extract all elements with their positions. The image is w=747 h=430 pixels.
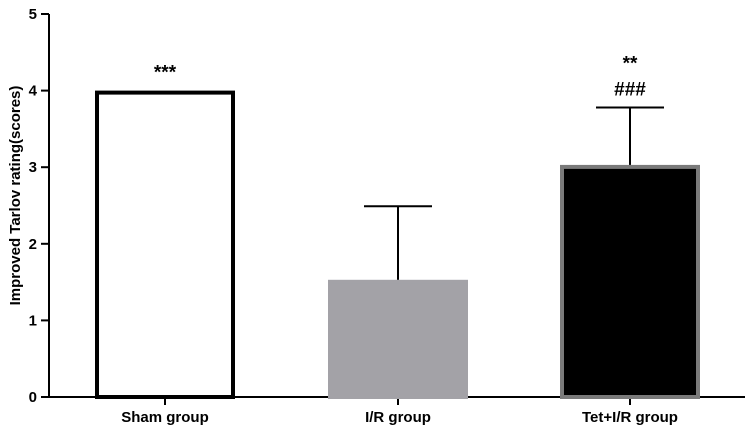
bar xyxy=(560,164,700,399)
y-tick-label: 5 xyxy=(29,6,37,23)
significance-marker: *** xyxy=(154,63,177,84)
bar xyxy=(95,90,235,399)
y-tick-label: 1 xyxy=(29,312,37,329)
significance-marker: ** xyxy=(623,53,638,74)
x-tick-label: I/R group xyxy=(365,409,431,426)
annotations: *** **### xyxy=(154,53,646,100)
y-tick-label: 3 xyxy=(29,159,37,176)
x-tick-label: Sham group xyxy=(121,409,209,426)
x-tick-label: Tet+I/R group xyxy=(582,409,678,426)
y-tick-label: 4 xyxy=(29,83,38,100)
y-axis-label: Improved Tarlov rating(scores) xyxy=(7,86,24,306)
significance-marker: ### xyxy=(614,79,646,100)
y-axis: 0 1 2 3 4 5 xyxy=(29,6,50,406)
bars xyxy=(95,90,700,399)
y-tick-label: 0 xyxy=(29,389,37,406)
y-tick-label: 2 xyxy=(29,236,37,253)
bar xyxy=(328,279,468,399)
x-axis: Sham group I/R group Tet+I/R group xyxy=(48,396,745,426)
